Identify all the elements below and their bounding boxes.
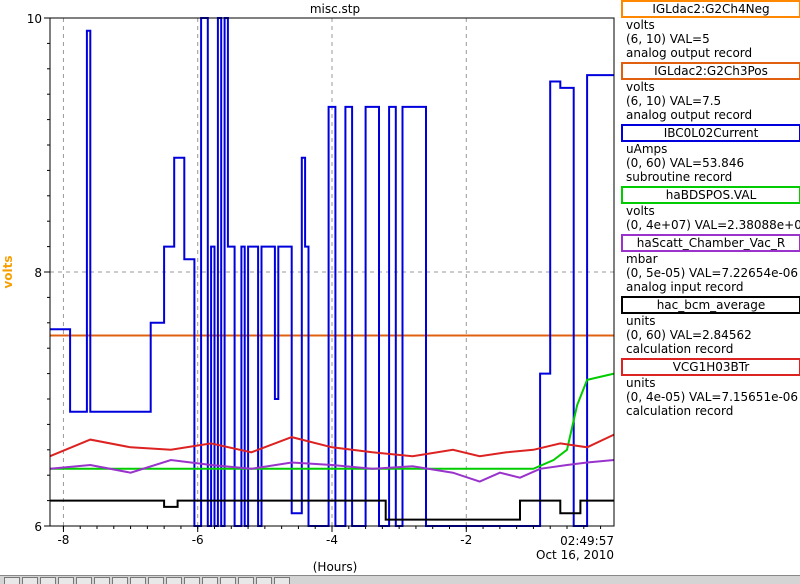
y-tick-label: 10 [27,12,42,26]
x-tick-label: -2 [460,533,472,547]
toolbar-button[interactable] [76,577,92,584]
y-axis-label: volts [1,255,15,288]
toolbar-button[interactable] [184,577,200,584]
y-tick-label: 8 [34,266,42,280]
toolbar-button[interactable] [4,577,20,584]
toolbar-button[interactable] [148,577,164,584]
legend-entry-detail: volts [626,18,655,32]
legend-entry-name[interactable]: haScatt_Chamber_Vac_R [621,234,800,252]
legend-entry-detail: subroutine record [626,170,733,184]
legend-entry-detail: analog output record [626,108,753,122]
legend-entry-detail: (0, 60) VAL=2.84562 [626,328,752,342]
toolbar-button[interactable] [22,577,38,584]
y-tick-label: 6 [34,520,42,534]
legend-entry-name[interactable]: IGLdac2:G2Ch4Neg [621,0,800,18]
grid [50,18,614,526]
toolbar-button[interactable] [256,577,272,584]
legend-entry-detail: uAmps [626,142,668,156]
legend-entry-detail: (6, 10) VAL=7.5 [626,94,722,108]
end-time-label: 02:49:57 [560,534,614,548]
series-line-ibc0l02current [50,17,614,527]
toolbar-button[interactable] [94,577,110,584]
x-tick-label: -6 [192,533,204,547]
series-line-hac-bcm-average [50,499,614,521]
legend-entry-detail: calculation record [626,342,734,356]
end-date-label: Oct 16, 2010 [536,548,614,562]
toolbar-button[interactable] [40,577,56,584]
x-tick-label: -4 [326,533,338,547]
strip-chart[interactable]: misc.stp volts (Hours) 02:49:57 Oct 16, … [0,0,620,575]
series-line-hascatt-chamber-vac-r [49,458,615,483]
legend-entry-name[interactable]: IBC0L02Current [621,124,800,142]
legend-entry-name[interactable]: IGLdac2:G2Ch3Pos [621,62,800,80]
toolbar-button[interactable] [130,577,146,584]
toolbar-button[interactable] [220,577,236,584]
legend-entry-detail: mbar [626,252,658,266]
legend-entry-detail: (6, 10) VAL=5 [626,32,710,46]
toolbar-button[interactable] [166,577,182,584]
toolbar-button[interactable] [112,577,128,584]
legend-entry-detail: (0, 4e-05) VAL=7.15651e-06 [626,390,799,404]
legend-entry-detail: analog output record [626,46,753,60]
chart-title: misc.stp [310,2,360,16]
legend-entry-name[interactable]: hac_bcm_average [621,296,800,314]
legend-entry-detail: (0, 5e-05) VAL=7.22654e-06 [626,266,799,280]
legend-entry-name[interactable]: haBDSPOS.VAL [621,186,800,204]
series-group [49,17,615,527]
legend-entry-detail: volts [626,80,655,94]
legend-entry-name[interactable]: VCG1H03BTr [621,358,800,376]
legend-entry-detail: calculation record [626,404,734,418]
x-tick-label: -8 [57,533,69,547]
legend-entry-detail: units [626,376,656,390]
toolbar-button[interactable] [202,577,218,584]
axis-ticks: -8 -6 -4 -2 6 8 10 [27,12,602,547]
legend-entry-detail: units [626,314,656,328]
legend: IGLdac2:G2Ch4Neg volts (6, 10) VAL=5 analog… [620,0,800,575]
x-axis-label: (Hours) [313,560,358,574]
series-line-vcg1h03btr [49,433,615,458]
toolbar-button[interactable] [274,577,290,584]
toolbar-button[interactable] [58,577,74,584]
legend-entry-detail: (0, 4e+07) VAL=2.38088e+07 [626,218,800,232]
legend-entry-detail: (0, 60) VAL=53.846 [626,156,745,170]
legend-entry-detail: volts [626,204,655,218]
series-line-habdspos-val [50,372,615,470]
legend-entry-detail: analog input record [626,280,744,294]
toolbar-button[interactable] [238,577,254,584]
toolbar [0,575,800,584]
